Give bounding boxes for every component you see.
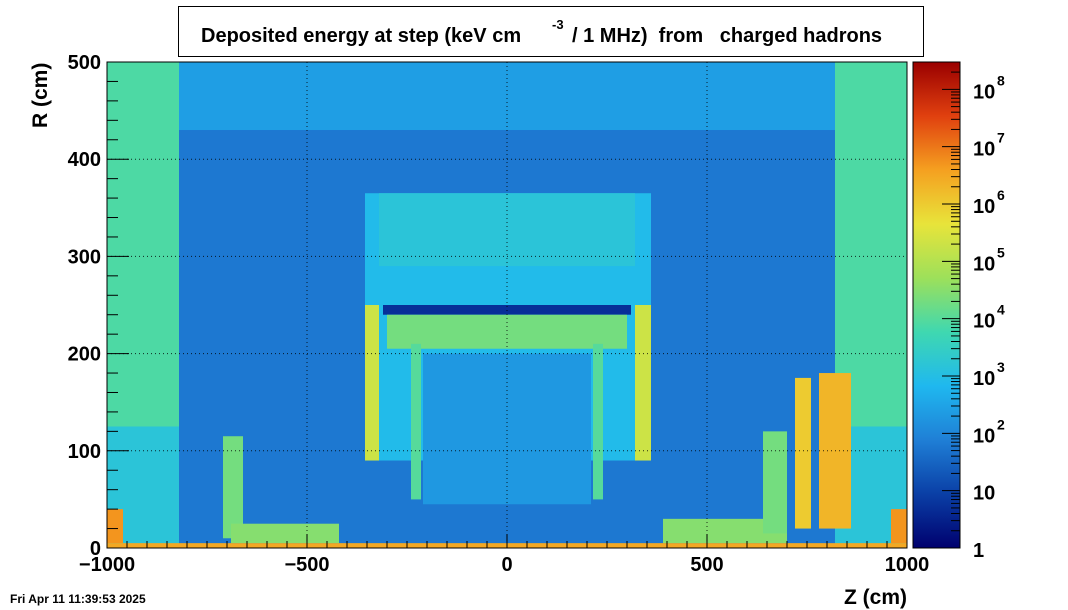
color-scale-gradient	[912, 61, 961, 549]
color-scale-label: 10	[973, 483, 995, 505]
y-tick-label: 0	[90, 538, 101, 560]
color-scale-label: 10	[973, 253, 995, 275]
y-tick-label: 300	[68, 246, 101, 268]
x-tick-label: −1000	[79, 554, 135, 576]
color-scale-label: 10	[973, 425, 995, 447]
color-scale-exponent: 8	[997, 72, 1005, 88]
y-tick-label: 400	[68, 149, 101, 171]
chart-title: Deposited energy at step (keV cm	[201, 25, 522, 47]
color-scale-label: 10	[973, 368, 995, 390]
color-scale-exponent: 6	[997, 187, 1005, 203]
heatmap-cell	[379, 193, 635, 267]
heatmap-cell	[635, 305, 651, 461]
heatmap-cell	[223, 436, 243, 539]
color-scale-label: 1	[973, 540, 984, 562]
x-axis-title: Z (cm)	[844, 586, 907, 609]
timestamp: Fri Apr 11 11:39:53 2025	[10, 592, 146, 606]
x-tick-label: 500	[690, 554, 723, 576]
y-tick-label: 500	[68, 52, 101, 74]
heatmap-cell	[411, 343, 421, 500]
heatmap-cell	[365, 305, 379, 461]
heatmap-cell	[231, 523, 339, 544]
color-scale-exponent: 3	[997, 359, 1005, 375]
chart-title-exponent: -3	[552, 17, 564, 32]
color-scale-label: 10	[973, 196, 995, 218]
color-scale-exponent: 5	[997, 244, 1005, 260]
heatmap-cell	[107, 62, 179, 427]
heatmap-cell	[107, 62, 907, 131]
axes: −1000 −500 0 500 1000 0 100 200 300 400 500	[68, 52, 930, 576]
chart-title-tail: / 1 MHz) from charged hadrons	[572, 25, 883, 47]
heatmap-cell	[107, 509, 123, 544]
heatmap-cell	[835, 62, 907, 427]
color-scale-label: 10	[973, 311, 995, 333]
color-scale-label: 10	[973, 81, 995, 103]
heatmap-cell	[423, 353, 591, 505]
chart-title-box: Deposited energy at step (keV cm -3 / 1 …	[178, 6, 924, 57]
heatmap-cell	[763, 431, 787, 534]
y-tick-label: 100	[68, 441, 101, 463]
x-tick-label: 1000	[885, 554, 930, 576]
heatmap-cell	[795, 377, 811, 529]
color-scale-exponent: 2	[997, 416, 1005, 432]
color-scale-exponent: 4	[997, 302, 1005, 318]
x-tick-label: 0	[501, 554, 512, 576]
x-tick-label: −500	[284, 554, 329, 576]
y-tick-label: 200	[68, 344, 101, 366]
heatmap-cell	[387, 314, 627, 349]
y-axis-title: R (cm)	[29, 63, 52, 128]
heatmap-cell	[891, 509, 907, 544]
heatmap-cell	[593, 343, 603, 500]
color-scale-label: 10	[973, 139, 995, 161]
heatmap-cell	[383, 305, 631, 315]
grid-lines	[107, 62, 907, 548]
color-scale-exponent: 7	[997, 130, 1005, 146]
